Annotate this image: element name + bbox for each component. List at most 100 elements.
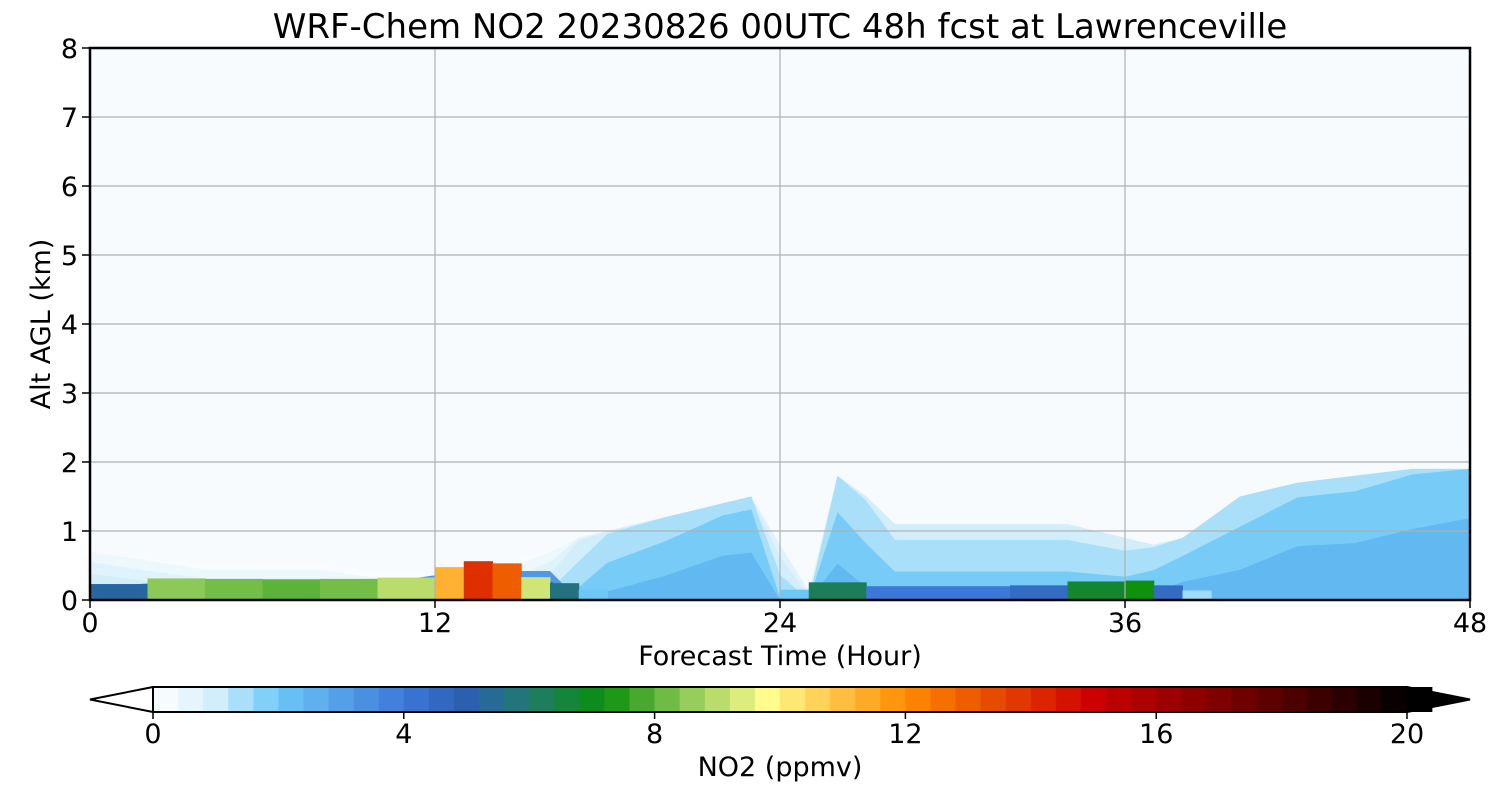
colorbar-level [1256, 687, 1282, 712]
colorbar-level [278, 687, 304, 712]
colorbar-level [955, 687, 981, 712]
colorbar-level [855, 687, 881, 712]
no2-surface-core [320, 578, 378, 600]
no2-surface-core [808, 582, 838, 600]
y-tick-label: 8 [61, 34, 78, 65]
colorbar-level [604, 687, 630, 712]
colorbar-level [1381, 687, 1408, 712]
colorbar-level [303, 687, 329, 712]
colorbar-extend-max [1406, 685, 1471, 714]
colorbar-level [1030, 687, 1057, 712]
no2-surface-core [492, 563, 522, 600]
no2-surface-core [550, 583, 580, 600]
no2-surface-core [1010, 585, 1068, 600]
colorbar-level [780, 687, 806, 712]
colorbar-level [704, 687, 731, 712]
y-tick-label: 5 [61, 241, 78, 272]
colorbar-level [1306, 687, 1333, 712]
colorbar-level [930, 687, 956, 712]
colorbar-level [1106, 687, 1132, 712]
colorbar-level [328, 687, 354, 712]
colorbar-level [153, 687, 179, 712]
y-tick-label: 3 [61, 379, 78, 410]
y-axis-label: Alt AGL (km) [26, 239, 57, 410]
grid-lines [89, 47, 1471, 601]
colorbar-tick-label: 12 [888, 719, 922, 750]
colorbar-tick-label: 4 [395, 719, 412, 750]
colorbar: 0 4 8 12 16 20 [89, 685, 1471, 750]
colorbar-level [629, 687, 655, 712]
x-tick-label: 24 [763, 608, 797, 639]
no2-contour-band [90, 518, 1470, 600]
colorbar-tick-label: 16 [1139, 719, 1173, 750]
no2-surface-core [262, 579, 321, 600]
colorbar-level [504, 687, 530, 712]
colorbar-level [453, 687, 480, 712]
no2-surface-core [435, 567, 465, 600]
colorbar-level [1181, 687, 1207, 712]
x-axis: 0 12 24 36 48 [81, 600, 1487, 639]
colorbar-level [1356, 687, 1383, 712]
colorbar-level [378, 687, 405, 712]
colorbar-level [228, 687, 254, 712]
colorbar-level [905, 687, 931, 712]
colorbar-level [654, 687, 680, 712]
colorbar-level [679, 687, 706, 712]
no2-surface-core [1182, 590, 1212, 600]
colorbar-level [1005, 687, 1032, 712]
colorbar-level [1055, 687, 1082, 712]
colorbar-tick-label: 0 [144, 719, 161, 750]
colorbar-level [1231, 687, 1257, 712]
no2-surface-core [521, 577, 551, 600]
no2-surface-core [1153, 585, 1183, 600]
y-tick-label: 7 [61, 103, 78, 134]
y-tick-label: 1 [61, 517, 78, 548]
colorbar-level [830, 687, 856, 712]
colorbar-tick-label: 20 [1390, 719, 1424, 750]
colorbar-level [1331, 687, 1358, 712]
y-tick-label: 0 [61, 586, 78, 617]
no2-surface-core [90, 584, 148, 600]
colorbar-level [178, 687, 204, 712]
colorbar-level [1281, 687, 1307, 712]
y-tick-label: 2 [61, 448, 78, 479]
colorbar-level [353, 687, 380, 712]
x-tick-label: 0 [81, 608, 98, 639]
colorbar-level [1206, 687, 1232, 712]
colorbar-level [579, 687, 605, 712]
colorbar-level [1156, 687, 1182, 712]
no2-surface-core [895, 586, 1011, 600]
no2-surface-core [147, 578, 206, 600]
no2-surface-core [377, 577, 436, 600]
no2-surface-core [1125, 580, 1155, 600]
colorbar-extend-min [89, 685, 154, 714]
colorbar-level [1131, 687, 1157, 712]
colorbar-level [479, 687, 505, 712]
colorbar-level [403, 687, 430, 712]
no2-surface-core [1067, 581, 1126, 600]
y-tick-label: 6 [61, 172, 78, 203]
y-axis: 0 1 2 3 4 5 6 7 8 [61, 34, 90, 617]
colorbar-level [554, 687, 580, 712]
x-tick-label: 48 [1453, 608, 1487, 639]
no2-surface-core [866, 586, 896, 600]
y-tick-label: 4 [61, 310, 78, 341]
colorbar-level [805, 687, 831, 712]
chart-title: WRF-Chem NO2 20230826 00UTC 48h fcst at … [273, 7, 1288, 47]
colorbar-level [980, 687, 1007, 712]
colorbar-level [754, 687, 781, 712]
colorbar-level [880, 687, 906, 712]
x-tick-label: 12 [418, 608, 452, 639]
no2-surface-core [837, 582, 867, 600]
colorbar-level [529, 687, 555, 712]
plot-area [88, 46, 1472, 602]
colorbar-level [1080, 687, 1107, 712]
colorbar-tick-label: 8 [646, 719, 663, 750]
x-tick-label: 36 [1108, 608, 1142, 639]
colorbar-label: NO2 (ppmv) [698, 752, 863, 783]
colorbar-level [428, 687, 455, 712]
x-axis-label: Forecast Time (Hour) [638, 641, 922, 672]
no2-surface-core [780, 589, 810, 600]
no2-surface-core [578, 589, 608, 600]
